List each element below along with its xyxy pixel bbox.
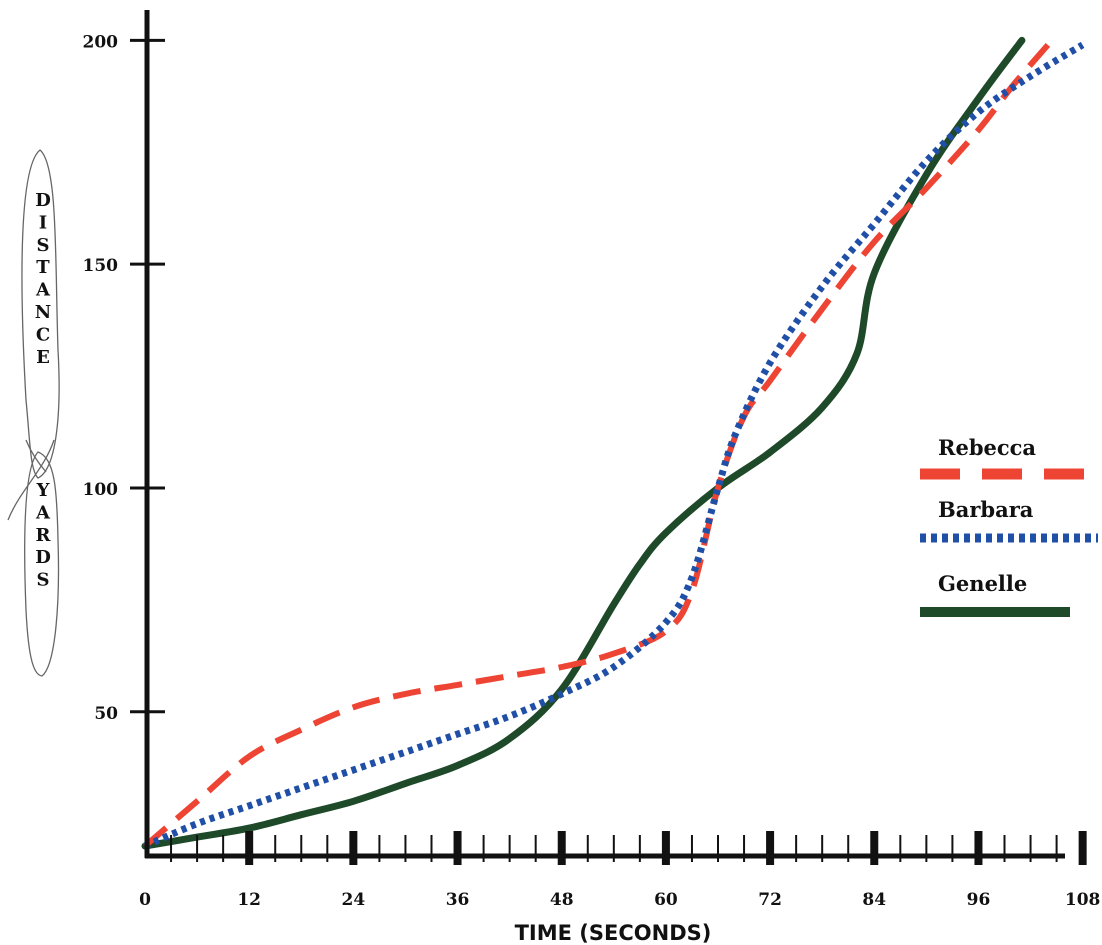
y-label-letter: C <box>36 324 50 345</box>
legend-label-rebecca: Rebecca <box>938 435 1036 460</box>
series-line-genelle <box>141 36 1026 850</box>
y-tick-label-150: 150 <box>83 256 119 276</box>
y-label-letter: D <box>35 190 51 211</box>
legend: Rebecca Barbara Genelle <box>920 435 1098 617</box>
x-major-tick-96 <box>974 831 983 865</box>
x-tick-label-0: 0 <box>139 890 151 910</box>
legend-label-genelle: Genelle <box>938 571 1027 596</box>
x-tick-label-12: 12 <box>237 890 261 910</box>
y-label-stroke-2 <box>25 439 47 473</box>
y-label-letter: A <box>35 280 51 301</box>
y-label-oval-lower <box>24 451 60 677</box>
x-major-tick-72 <box>766 831 775 865</box>
y-label-stroke <box>7 439 55 521</box>
x-major-tick-108 <box>1078 831 1087 865</box>
y-label-letter: T <box>36 257 50 278</box>
y-label-letter: E <box>36 347 50 368</box>
y-label-letter: D <box>35 547 51 568</box>
y-label-letter: N <box>35 302 51 323</box>
x-tick-label-72: 72 <box>758 890 782 910</box>
x-tick-label-96: 96 <box>967 890 991 910</box>
axis-ticks: 0 12 24 36 48 60 72 84 96 108 50 100 150 200 <box>83 32 1101 910</box>
x-tick-label-84: 84 <box>862 890 886 910</box>
y-label-letter: Y <box>36 480 51 501</box>
y-tick-label-100: 100 <box>83 480 119 500</box>
x-major-tick-36 <box>453 831 462 865</box>
y-label-oval-upper <box>21 149 60 479</box>
y-tick-label-50: 50 <box>94 704 118 724</box>
legend-label-barbara: Barbara <box>938 497 1034 522</box>
y-label-letter: R <box>36 525 52 546</box>
x-tick-label-108: 108 <box>1065 890 1101 910</box>
y-label-letter: I <box>39 212 47 233</box>
axes <box>144 10 1065 859</box>
x-major-tick-84 <box>870 831 879 865</box>
x-axis-title: TIME (SECONDS) <box>515 921 712 945</box>
series-line-barbara <box>143 41 1085 850</box>
x-major-tick-12 <box>245 831 254 865</box>
y-tick-label-200: 200 <box>83 32 119 52</box>
series-line-rebecca <box>143 42 1051 849</box>
x-tick-label-48: 48 <box>550 890 574 910</box>
x-tick-label-24: 24 <box>342 890 366 910</box>
series-lines <box>141 36 1085 850</box>
x-tick-label-60: 60 <box>654 890 678 910</box>
x-major-tick-60 <box>661 831 670 865</box>
x-major-tick-48 <box>557 831 566 865</box>
y-label-letter: S <box>37 235 50 256</box>
x-major-tick-24 <box>349 831 358 865</box>
x-tick-label-36: 36 <box>446 890 470 910</box>
y-label-letter: S <box>37 570 50 591</box>
y-label-letter: A <box>35 502 51 523</box>
